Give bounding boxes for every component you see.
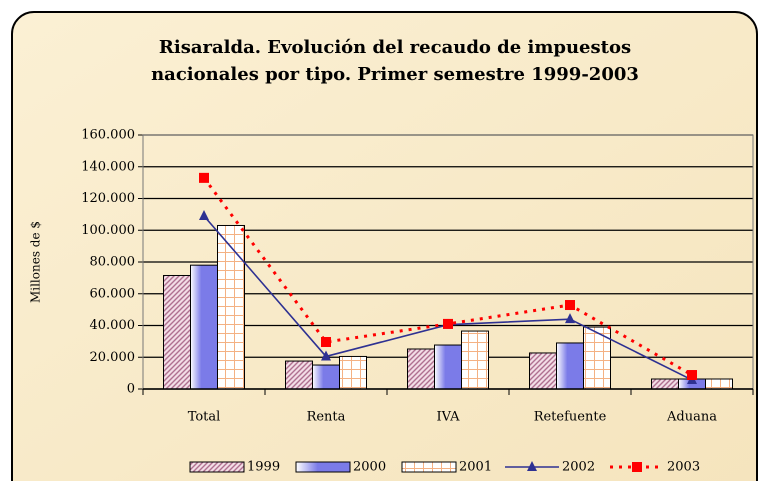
x-tick-label: IVA [436,410,460,425]
bar [434,344,462,390]
bar [529,352,557,390]
bar [163,274,191,390]
legend-label: 2003 [667,460,700,475]
bar [461,330,489,390]
point [321,337,331,348]
legend-swatch [189,461,245,473]
y-tick-label: 160.000 [81,128,135,143]
legend-label: 2000 [353,460,386,475]
bar [339,355,367,390]
point [687,370,697,381]
legend-marker [632,462,642,472]
legend-label: 2001 [459,460,492,475]
y-tick-label: 20.000 [90,350,136,365]
y-tick-label: 140.000 [81,159,135,174]
x-tick-label: Total [188,410,221,425]
y-tick-label: 60.000 [90,286,136,301]
y-tick-label: 100.000 [81,223,135,238]
bar [217,224,245,390]
y-tick-label: 80.000 [90,255,136,270]
point [565,313,575,324]
y-tick-label: 120.000 [81,191,135,206]
x-tick-label: Retefuente [534,410,607,425]
x-tick-label: Aduana [666,410,717,425]
point [199,172,209,183]
y-tick-label: 40.000 [90,318,136,333]
point [199,209,209,220]
series-line [202,176,693,377]
point [321,350,331,361]
bar [556,342,584,390]
y-axis-label: Millones de $ [29,221,43,303]
bar [705,378,733,390]
bar [190,264,218,390]
point [443,318,453,329]
legend-label: 2002 [562,460,595,475]
legend-swatch [401,461,457,473]
point [565,300,575,311]
bar [651,378,679,390]
legend-swatch [295,461,351,473]
bar [407,348,435,390]
y-tick-label: 0 [127,382,135,397]
bar [583,326,611,390]
bar [285,360,313,390]
chart-title: nacionales por tipo. Primer semestre 199… [151,64,639,85]
legend-marker [527,461,537,471]
x-tick-label: Renta [307,410,346,425]
bar [312,364,340,390]
legend-label: 1999 [247,460,280,475]
chart-title: Risaralda. Evolución del recaudo de impu… [159,37,631,58]
